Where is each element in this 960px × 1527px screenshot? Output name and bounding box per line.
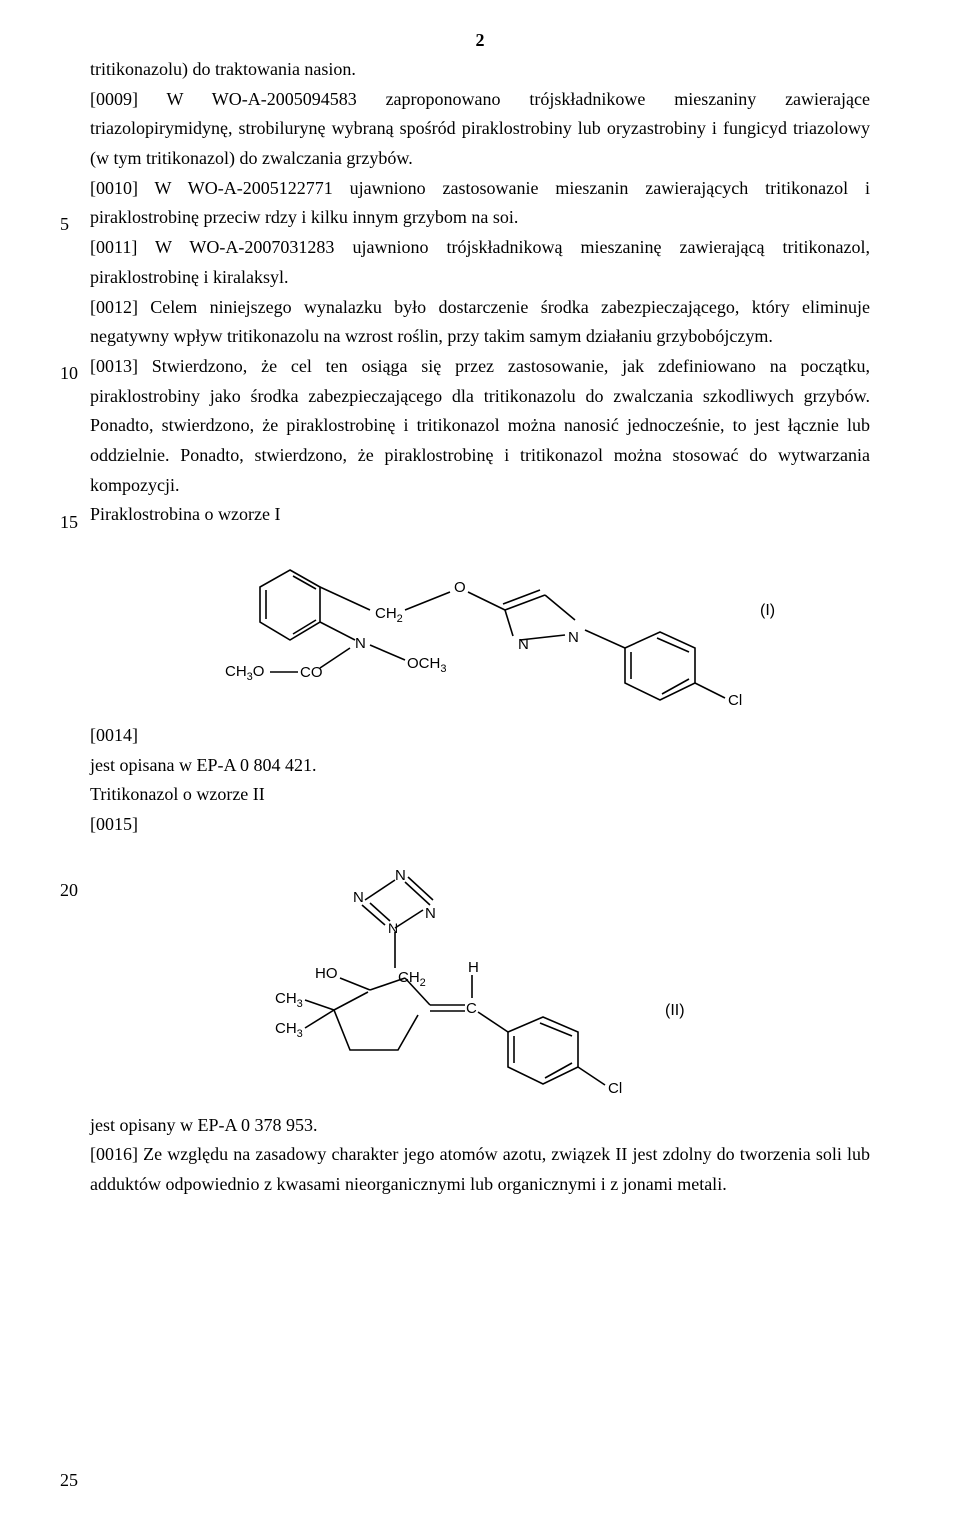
paragraph: [0011] W WO-A-2007031283 ujawniono trójs… (90, 233, 870, 292)
label-c: C (466, 1000, 477, 1017)
atom-n: N (388, 920, 398, 936)
line-number: 10 (60, 363, 78, 384)
page-number: 2 (476, 30, 485, 51)
atom-n: N (353, 889, 364, 906)
atom-o: O (454, 579, 466, 596)
atom-n: N (425, 905, 436, 922)
line-number: 20 (60, 880, 78, 901)
line-number: 15 (60, 512, 78, 533)
label-ch2: CH (375, 605, 397, 622)
atom-h: H (468, 959, 479, 976)
label-co: CO (300, 664, 323, 681)
atom-cl: Cl (608, 1080, 622, 1097)
paragraph: Piraklostrobina o wzorze I (90, 500, 870, 530)
label-och3: OCH (407, 655, 440, 672)
label-ch3: CH (275, 1020, 297, 1037)
paragraph: jest opisana w EP-A 0 804 421. (90, 751, 870, 781)
formula-2: N N N N CH2 HO CH3 CH3 C H Cl (II) (90, 850, 870, 1105)
paragraph: [0014] (90, 721, 870, 751)
paragraph: tritikonazolu) do traktowania nasion. (90, 55, 870, 85)
svg-text:CH3O: CH3O (225, 663, 264, 683)
line-number: 25 (60, 1470, 78, 1491)
line-number: 5 (60, 214, 69, 235)
paragraph: Tritikonazol o wzorze II (90, 780, 870, 810)
atom-cl: Cl (728, 692, 742, 709)
paragraph: [0012] Celem niniejszego wynalazku było … (90, 293, 870, 352)
formula-1: N CH2 O OCH3 CH3O CO N N Cl (I) (90, 540, 870, 715)
svg-text:CH3: CH3 (275, 1020, 303, 1040)
label-ch2: CH (398, 969, 420, 986)
svg-text:CH3: CH3 (275, 990, 303, 1010)
label-ch3o: CH (225, 663, 247, 680)
paragraph: jest opisany w EP-A 0 378 953. (90, 1111, 870, 1141)
atom-n: N (568, 629, 579, 646)
formula-label: (I) (760, 602, 775, 619)
svg-text:OCH3: OCH3 (407, 655, 446, 675)
svg-text:CH2: CH2 (375, 605, 403, 625)
atom-n: N (355, 635, 366, 652)
paragraph: [0016] Ze względu na zasadowy charakter … (90, 1140, 870, 1199)
formula-label: (II) (665, 1002, 685, 1019)
label-ch3: CH (275, 990, 297, 1007)
label-ho: HO (315, 965, 338, 982)
paragraph: [0009] W WO-A-2005094583 zaproponowano t… (90, 85, 870, 174)
paragraph: [0015] (90, 810, 870, 840)
atom-n: N (518, 636, 529, 653)
atom-n: N (395, 867, 406, 884)
paragraph: [0013] Stwierdzono, że cel ten osiąga si… (90, 352, 870, 500)
paragraph: [0010] W WO-A-2005122771 ujawniono zasto… (90, 174, 870, 233)
